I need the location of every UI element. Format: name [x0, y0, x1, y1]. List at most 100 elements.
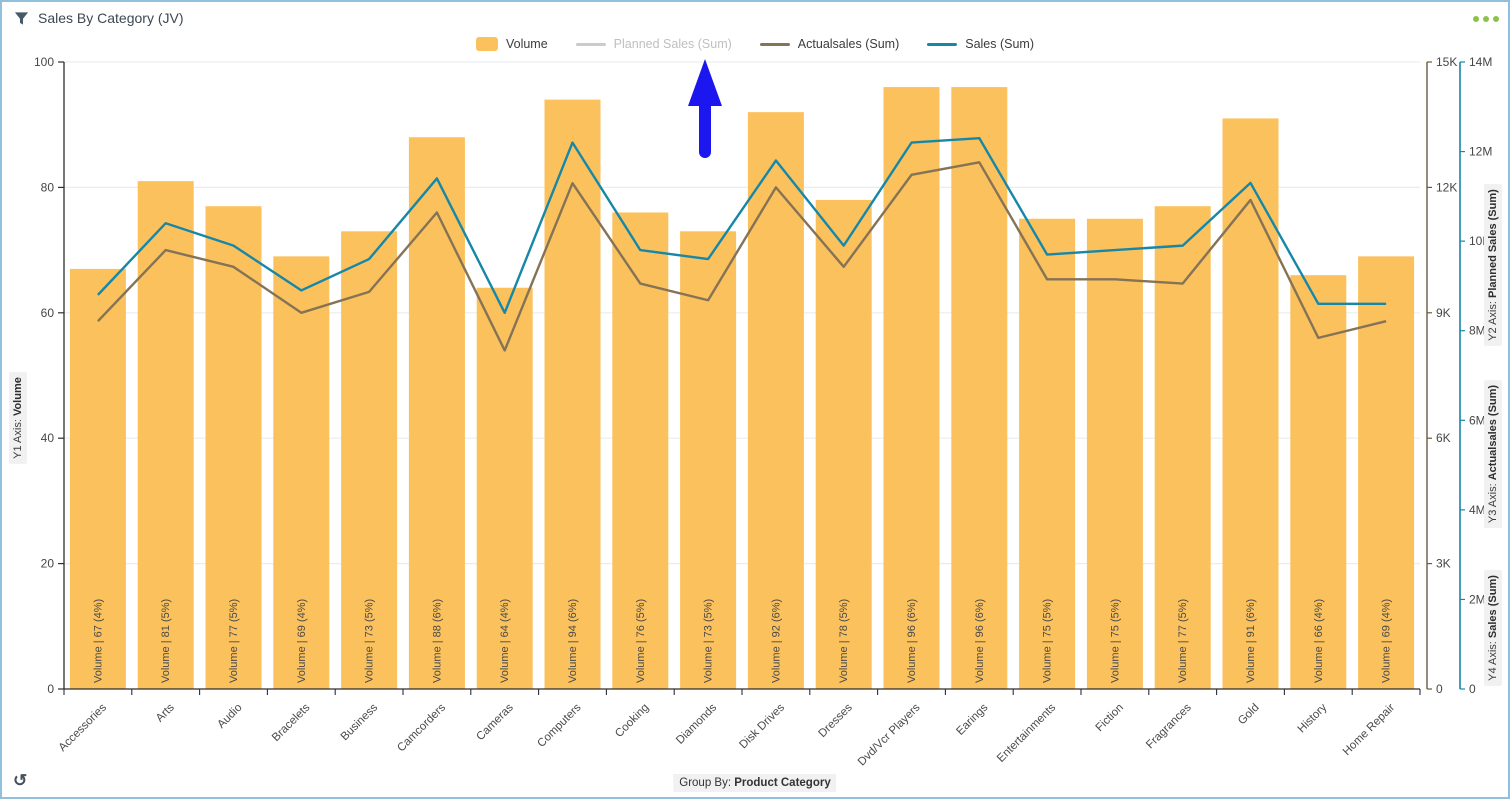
annotation-arrow-up-icon[interactable]: [688, 59, 722, 106]
bar-arts[interactable]: [137, 181, 194, 689]
legend-item-actualsales[interactable]: Actualsales (Sum): [759, 37, 900, 51]
bar-value-label: Volume | 73 (5%): [703, 599, 715, 683]
x-category-label: Cameras: [474, 701, 516, 743]
x-category-label: Diamonds: [674, 701, 719, 746]
bar-value-label: Volume | 76 (5%): [635, 599, 647, 683]
x-category-label: Cooking: [613, 702, 651, 740]
more-options-icon[interactable]: [1473, 16, 1499, 22]
y1-tick-label: 80: [41, 180, 55, 194]
actualsales-line[interactable]: [97, 161, 1387, 352]
legend-item-sales[interactable]: Sales (Sum): [927, 37, 1034, 51]
sales-line[interactable]: [97, 136, 1387, 314]
bar-accessories[interactable]: [69, 268, 126, 689]
x-category-label: Disk Drives: [737, 701, 787, 751]
actualsales-line-icon: [759, 42, 790, 46]
y1-axis-title: Y1 Axis: Volume: [9, 372, 27, 464]
y2-axis-title: Y2 Axis: Planned Sales (Sum): [1484, 184, 1502, 346]
y1-tick-label: 60: [41, 306, 55, 320]
bar-history[interactable]: [1290, 275, 1347, 689]
legend-label: Planned Sales (Sum): [613, 37, 732, 51]
legend-label: Sales (Sum): [965, 37, 1035, 51]
x-category-label: Dresses: [817, 701, 855, 739]
bar-bracelets[interactable]: [273, 256, 330, 689]
legend-label: Volume: [505, 37, 548, 51]
title-bar: Sales By Category (JV): [14, 10, 184, 26]
x-category-label: Gold: [1236, 702, 1262, 728]
filter-icon[interactable]: [14, 11, 29, 26]
y4-tick-label: 6M: [1469, 413, 1486, 427]
y1-tick-label: 40: [41, 431, 55, 445]
bar-computers[interactable]: [544, 99, 601, 690]
legend-label: Actualsales (Sum): [797, 37, 900, 51]
undo-icon[interactable]: ↺: [13, 771, 28, 790]
bar-value-label: Volume | 77 (5%): [228, 599, 240, 683]
y4-tick-label: 12M: [1469, 145, 1492, 159]
bar-value-label: Volume | 69 (4%): [296, 599, 308, 683]
y3-tick-label: 9K: [1436, 306, 1451, 320]
y1-tick-label: 100: [34, 55, 54, 69]
bar-fragrances[interactable]: [1154, 206, 1211, 689]
bar-earings[interactable]: [951, 87, 1008, 689]
y1-tick-label: 0: [47, 682, 54, 696]
legend-item-volume[interactable]: Volume: [475, 37, 548, 51]
bar-value-label: Volume | 66 (4%): [1313, 599, 1325, 683]
x-category-label: Audio: [215, 702, 244, 731]
x-category-label: Fragrances: [1144, 701, 1194, 751]
x-category-label: Camcorders: [395, 701, 448, 754]
bar-value-label: Volume | 69 (4%): [1381, 599, 1393, 683]
x-category-label: Entertainments: [995, 701, 1058, 764]
bar-dvd-vcr-players[interactable]: [883, 87, 940, 689]
y3-axis-title: Y3 Axis: Actualsales (Sum): [1484, 379, 1502, 529]
y4-tick-label: 2M: [1469, 592, 1486, 606]
bar-fiction[interactable]: [1086, 218, 1143, 689]
y4-tick-label: 0: [1469, 682, 1476, 696]
bar-value-label: Volume | 88 (6%): [431, 599, 443, 683]
bar-value-label: Volume | 64 (4%): [499, 599, 511, 683]
y4-axis-title: Y4 Axis: Sales (Sum): [1484, 570, 1502, 686]
x-category-label: Business: [339, 701, 381, 743]
y4-tick-label: 8M: [1469, 324, 1486, 338]
bar-value-label: Volume | 75 (5%): [1042, 599, 1054, 683]
bar-value-label: Volume | 75 (5%): [1109, 599, 1121, 683]
bar-cooking[interactable]: [612, 212, 669, 690]
group-by-chip[interactable]: Group By: Product Category: [673, 774, 837, 792]
chart-title: Sales By Category (JV): [38, 10, 184, 26]
bar-value-label: Volume | 77 (5%): [1177, 599, 1189, 683]
bar-gold[interactable]: [1222, 118, 1279, 690]
bar-entertainments[interactable]: [1019, 218, 1076, 689]
bar-camcorders[interactable]: [408, 137, 465, 690]
x-category-label: Arts: [154, 701, 177, 724]
x-category-label: Accessories: [57, 701, 109, 753]
y3-tick-label: 3K: [1436, 557, 1451, 571]
bar-cameras[interactable]: [476, 287, 533, 689]
sales-line-icon: [927, 42, 958, 46]
legend: Volume Planned Sales (Sum) Actualsales (…: [475, 37, 1034, 51]
x-category-label: Computers: [535, 701, 583, 749]
y3-tick-label: 15K: [1436, 55, 1457, 69]
bar-value-label: Volume | 96 (6%): [974, 599, 986, 683]
x-category-label: History: [1296, 701, 1330, 735]
bar-diamonds[interactable]: [680, 231, 737, 690]
bar-home-repair[interactable]: [1358, 256, 1415, 689]
y4-tick-label: 4M: [1469, 503, 1486, 517]
bar-dresses[interactable]: [815, 199, 872, 689]
bar-audio[interactable]: [205, 206, 262, 689]
bar-value-label: Volume | 67 (4%): [92, 599, 104, 683]
y3-tick-label: 6K: [1436, 431, 1451, 445]
dot: [1493, 16, 1499, 22]
x-category-label: Home Repair: [1341, 702, 1398, 759]
x-category-label: Bracelets: [270, 701, 313, 744]
bar-value-label: Volume | 78 (5%): [838, 599, 850, 683]
bar-business[interactable]: [341, 231, 398, 690]
dot: [1473, 16, 1479, 22]
x-category-label: Fiction: [1094, 702, 1126, 734]
x-category-label: Earings: [954, 701, 990, 737]
y4-tick-label: 14M: [1469, 55, 1492, 69]
bar-value-label: Volume | 92 (6%): [770, 599, 782, 683]
bar-value-label: Volume | 91 (6%): [1245, 599, 1257, 683]
dot: [1483, 16, 1489, 22]
legend-item-planned-sales[interactable]: Planned Sales (Sum): [575, 37, 732, 51]
x-category-label: Dvd/Vcr Players: [856, 701, 923, 768]
